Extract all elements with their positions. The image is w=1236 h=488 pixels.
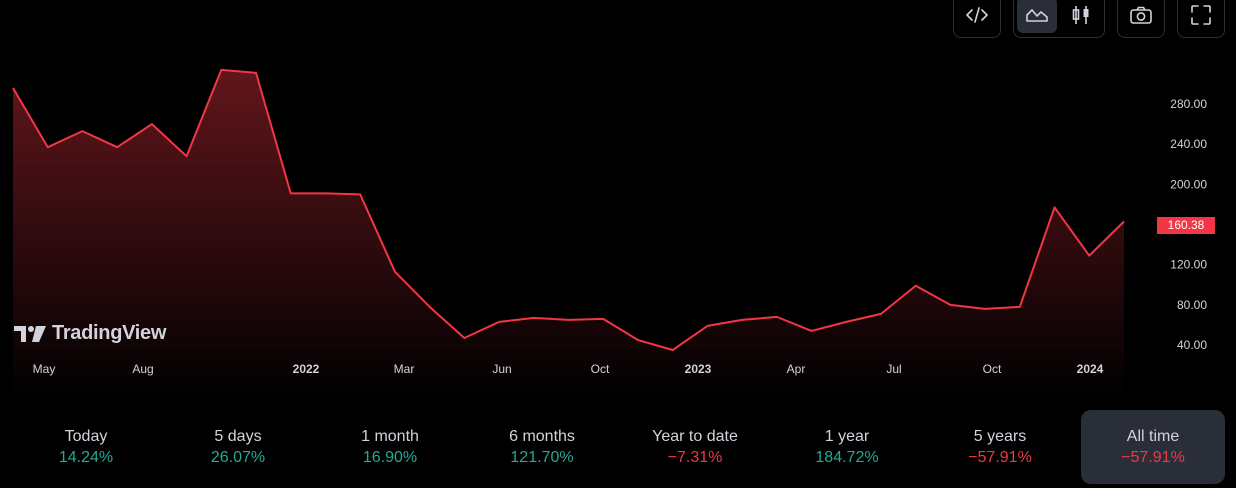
period-label: Today <box>64 427 108 445</box>
price-chart[interactable]: 280.00240.00200.00160.00120.0080.0040.00… <box>0 0 1236 400</box>
period-1-month[interactable]: 1 month 16.90% <box>314 410 466 484</box>
x-axis-tick-label: Apr <box>787 362 806 376</box>
current-price-label: 160.38 <box>1157 217 1215 234</box>
period-all-time[interactable]: All time −57.91% <box>1081 410 1225 484</box>
period-year-to-date[interactable]: Year to date −7.31% <box>619 410 771 484</box>
y-axis-tick-label: 120.00 <box>1170 258 1207 272</box>
y-axis-tick-label: 280.00 <box>1170 97 1207 111</box>
period-change-value: −7.31% <box>667 448 723 466</box>
x-axis-tick-label: Jul <box>886 362 901 376</box>
period-label: Year to date <box>652 427 738 445</box>
chart-type-toggle <box>1013 0 1105 38</box>
candlestick-icon[interactable] <box>1061 0 1101 33</box>
x-axis-tick-label: 2023 <box>685 362 712 376</box>
period-label: 1 month <box>361 427 419 445</box>
tradingview-logo[interactable]: TradingView <box>14 322 166 345</box>
period-change-value: 14.24% <box>58 448 114 466</box>
code-icon <box>957 0 997 33</box>
x-axis-tick-label: Mar <box>394 362 415 376</box>
period-label: 5 days <box>214 427 262 445</box>
period-6-months[interactable]: 6 months 121.70% <box>466 410 618 484</box>
fullscreen-icon <box>1181 0 1221 33</box>
period-change-value: 26.07% <box>210 448 266 466</box>
area-chart-icon[interactable] <box>1017 0 1057 33</box>
snapshot-button[interactable] <box>1117 0 1165 38</box>
x-axis-tick-label: Jun <box>492 362 511 376</box>
period-label: 5 years <box>973 427 1027 445</box>
y-axis-tick-label: 240.00 <box>1170 137 1207 151</box>
period-change-value: 16.90% <box>362 448 418 466</box>
period-5-days[interactable]: 5 days 26.07% <box>162 410 314 484</box>
period-change-value: 184.72% <box>815 448 879 466</box>
y-axis-tick-label: 40.00 <box>1177 338 1207 352</box>
x-axis-tick-label: Oct <box>983 362 1002 376</box>
tradingview-logo-icon <box>14 325 46 342</box>
y-axis-tick-label: 80.00 <box>1177 298 1207 312</box>
fullscreen-button[interactable] <box>1177 0 1225 38</box>
x-axis-tick-label: Oct <box>591 362 610 376</box>
period-label: 1 year <box>824 427 870 445</box>
embed-button[interactable] <box>953 0 1001 38</box>
period-label: 6 months <box>509 427 575 445</box>
camera-icon <box>1121 0 1161 33</box>
period-5-years[interactable]: 5 years −57.91% <box>924 410 1076 484</box>
x-axis-tick-label: 2022 <box>293 362 320 376</box>
x-axis-tick-label: May <box>33 362 56 376</box>
period-1-year[interactable]: 1 year 184.72% <box>771 410 923 484</box>
x-axis-tick-label: 2024 <box>1077 362 1104 376</box>
price-area-fill <box>13 69 1124 400</box>
x-axis-tick-label: Aug <box>132 362 153 376</box>
price-line <box>12 68 1125 352</box>
tradingview-logo-text: TradingView <box>52 322 167 344</box>
period-change-value: 121.70% <box>510 448 574 466</box>
performance-periods: Today 14.24% 5 days 26.07% 1 month 16.90% 6 mo… <box>0 410 1236 484</box>
period-label: All time <box>1126 427 1180 445</box>
period-today[interactable]: Today 14.24% <box>10 410 162 484</box>
period-change-value: −57.91% <box>968 448 1032 466</box>
y-axis-tick-label: 200.00 <box>1170 177 1207 191</box>
period-change-value: −57.91% <box>1121 448 1185 466</box>
